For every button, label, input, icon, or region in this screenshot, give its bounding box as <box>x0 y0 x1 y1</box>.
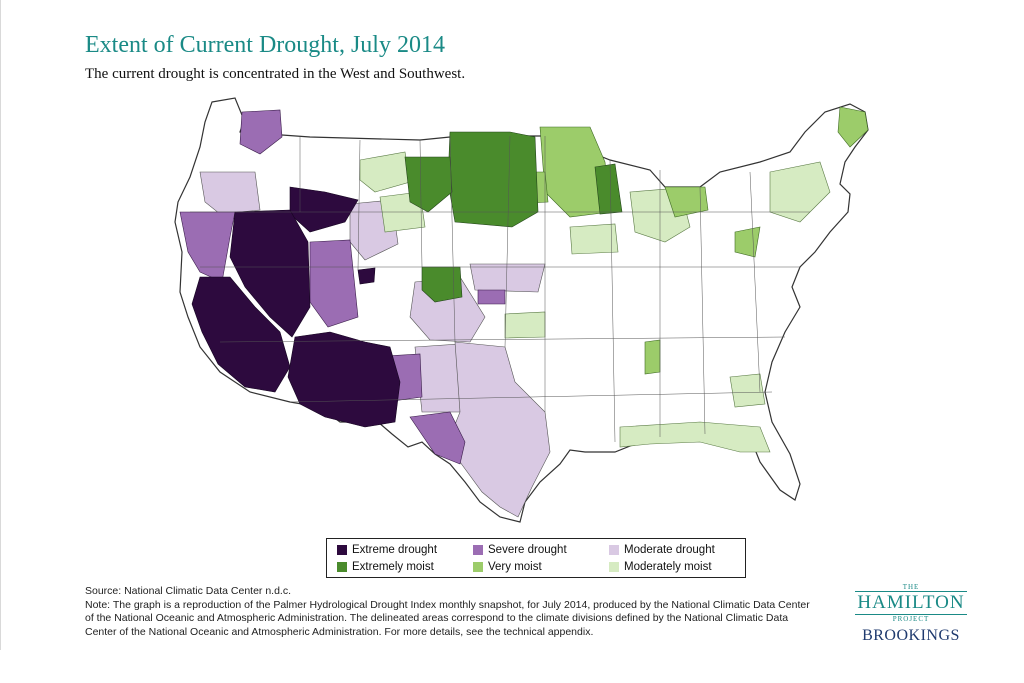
legend-label: Extremely moist <box>352 560 434 573</box>
new-mexico-moderate <box>414 343 461 413</box>
legend-item: Extreme drought <box>337 542 463 557</box>
logo-hamilton-text: HAMILTON <box>855 591 967 615</box>
missouri-moderately-moist <box>504 311 546 339</box>
division-lines <box>190 135 810 443</box>
west-texas-severe <box>409 411 466 465</box>
left-frame-line <box>0 0 1 650</box>
utah-severe <box>309 239 359 328</box>
maine-very-moist <box>837 106 869 148</box>
legend-item: Extremely moist <box>337 559 463 574</box>
source-line: Source: National Climatic Data Center n.… <box>85 585 292 597</box>
montana-extremely-moist <box>404 156 453 213</box>
dakotas-extremely-moist <box>447 131 539 228</box>
legend-label: Extreme drought <box>352 543 438 556</box>
legend-label: Very moist <box>488 560 542 573</box>
mississippi-very-moist <box>644 339 661 375</box>
michigan-very-moist <box>664 186 709 218</box>
arizona-extreme <box>287 331 401 428</box>
colorado-extreme-spot <box>357 267 376 285</box>
logo-project-text: PROJECT <box>892 615 930 623</box>
page-subtitle: The current drought is concentrated in t… <box>85 66 466 82</box>
legend-swatch <box>473 544 483 555</box>
gulf-moderately-moist <box>619 421 771 453</box>
map-legend: Extreme drought Severe drought Moderate dr… <box>326 538 746 578</box>
source-notes: Source: National Climatic Data Center n.… <box>85 585 815 639</box>
legend-label: Moderate drought <box>624 543 715 556</box>
us-drought-map <box>160 92 880 532</box>
hamilton-brookings-logo: THE HAMILTON PROJECT BROOKINGS <box>846 583 976 644</box>
montana-moderately-moist <box>359 151 411 193</box>
note-text: Note: The graph is a reproduction of the… <box>85 598 810 638</box>
kansas-severe <box>477 289 506 305</box>
northeast-moderately-moist <box>769 161 831 223</box>
legend-item: Moderate drought <box>609 542 735 557</box>
georgia-moderately-moist <box>729 373 766 408</box>
california-extreme <box>191 276 291 393</box>
legend-item: Severe drought <box>473 542 599 557</box>
legend-label: Severe drought <box>488 543 567 556</box>
legend-swatch <box>609 561 619 572</box>
legend-swatch <box>337 544 347 555</box>
logo-brookings-text: BROOKINGS <box>862 627 960 644</box>
legend-label: Moderately moist <box>624 560 712 573</box>
page-title: Extent of Current Drought, July 2014 <box>85 32 445 58</box>
oregon-severe <box>239 109 283 155</box>
legend-swatch <box>473 561 483 572</box>
legend-item: Moderately moist <box>609 559 735 574</box>
logo-the-text: THE <box>902 583 920 591</box>
iowa-moderately-moist <box>569 223 619 255</box>
legend-item: Very moist <box>473 559 599 574</box>
kansas-moderate <box>469 263 546 293</box>
legend-swatch <box>337 561 347 572</box>
legend-swatch <box>609 544 619 555</box>
